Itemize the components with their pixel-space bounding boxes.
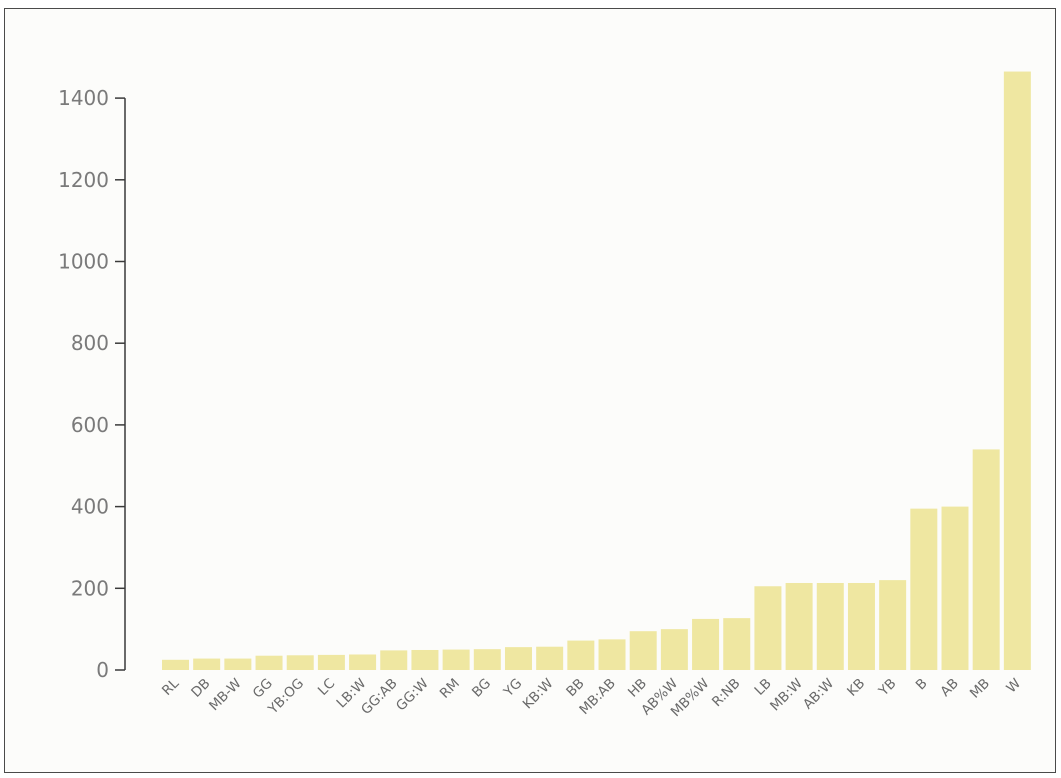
x-tick-label: YB — [875, 676, 899, 700]
bar-gg-ab — [380, 650, 408, 670]
x-tick-label: BG — [469, 676, 494, 701]
y-tick-label: 600 — [71, 413, 109, 437]
y-tick-label: 1200 — [58, 168, 109, 192]
bar-lb — [754, 586, 782, 670]
bar-hb — [629, 631, 657, 670]
x-tick-label: MB — [967, 676, 993, 702]
x-tick-label: RL — [159, 675, 183, 699]
x-tick-label: MB-W — [206, 676, 245, 715]
x-tick-label: LB — [752, 676, 775, 699]
x-tick-label: GG — [250, 676, 276, 702]
x-tick-label: BB — [563, 676, 587, 700]
y-tick-label: 0 — [96, 658, 109, 682]
x-tick-label: KB:W — [520, 676, 557, 713]
x-tick-label: LC — [315, 676, 338, 699]
x-tick-label: MB:AB — [576, 676, 618, 718]
bar-yg — [504, 647, 532, 670]
bar-kb-w — [536, 646, 564, 670]
bar-lb-w — [349, 654, 377, 670]
bar-gg — [255, 655, 283, 670]
bar-mb — [972, 449, 1000, 670]
x-tick-label: DB — [188, 676, 213, 701]
bar-ab-w — [816, 582, 844, 670]
y-tick-label: 800 — [71, 331, 109, 355]
bar-yb — [879, 580, 907, 670]
x-tick-label: AB:W — [800, 676, 837, 713]
bar-r-nb — [723, 618, 751, 670]
y-tick-label: 400 — [71, 495, 109, 519]
bar-ab — [941, 506, 969, 670]
x-tick-label: GG:AB — [358, 676, 400, 718]
bar-rl — [162, 659, 189, 670]
bar-yb-og — [286, 655, 314, 670]
x-tick-label: HB — [625, 676, 650, 701]
bar-lc — [317, 654, 345, 670]
bar-w — [1003, 71, 1031, 671]
bar-kb — [847, 582, 875, 670]
x-tick-label: RM — [437, 676, 463, 702]
y-axis: 0 200 400 600 800 1000 1200 1400 — [58, 86, 126, 682]
bar-rm — [442, 649, 470, 670]
bar-mb-w — [785, 582, 813, 670]
bars — [162, 71, 1031, 671]
bar-ab-w — [660, 629, 688, 670]
bar-bb — [567, 640, 595, 670]
bar-gg-w — [411, 649, 439, 670]
bar-b — [910, 508, 938, 670]
bar-mb-ab — [598, 639, 626, 670]
x-tick-label: YG — [500, 676, 525, 701]
x-tick-label: AB — [937, 676, 961, 700]
y-tick-label: 1000 — [58, 250, 109, 274]
x-tick-label: B — [913, 676, 931, 694]
x-tick-label: GG:W — [393, 676, 432, 715]
bar-bg — [473, 649, 501, 670]
y-tick-label: 200 — [71, 576, 109, 600]
bar-db — [193, 658, 221, 670]
bar-mb-w — [224, 658, 252, 670]
x-tick-label: R:NB — [709, 676, 744, 711]
bar-mb-w — [692, 618, 720, 670]
x-tick-label: KB — [844, 676, 868, 700]
x-tick-label: MB:W — [767, 676, 806, 715]
x-tick-label: W — [1003, 676, 1024, 697]
y-tick-label: 1400 — [58, 86, 109, 110]
